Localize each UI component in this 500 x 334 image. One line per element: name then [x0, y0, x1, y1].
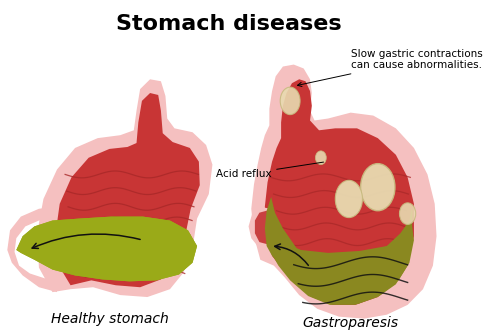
Polygon shape [268, 199, 412, 305]
Polygon shape [8, 207, 57, 292]
Text: Stomach diseases: Stomach diseases [116, 14, 342, 34]
Text: Acid reflux: Acid reflux [216, 162, 324, 179]
Ellipse shape [280, 87, 300, 115]
Text: Gastroparesis: Gastroparesis [302, 316, 398, 330]
Polygon shape [16, 217, 197, 281]
Polygon shape [265, 79, 414, 305]
Polygon shape [37, 79, 212, 297]
Polygon shape [255, 211, 274, 244]
Ellipse shape [336, 180, 362, 217]
Ellipse shape [400, 203, 415, 224]
Polygon shape [265, 197, 414, 304]
Polygon shape [16, 217, 197, 281]
Polygon shape [248, 207, 276, 246]
Polygon shape [55, 93, 200, 287]
Ellipse shape [316, 151, 326, 165]
Text: Slow gastric contractions
can cause abnormalities.: Slow gastric contractions can cause abno… [298, 49, 482, 87]
Polygon shape [252, 64, 436, 319]
Text: Healthy stomach: Healthy stomach [50, 312, 168, 326]
Ellipse shape [360, 164, 395, 211]
